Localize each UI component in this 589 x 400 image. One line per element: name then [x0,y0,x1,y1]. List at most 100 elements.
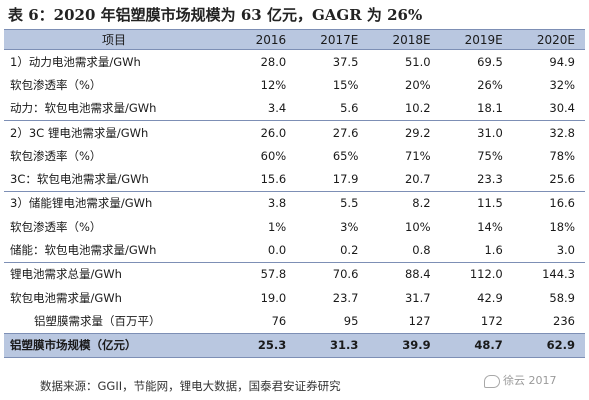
table-row: 铝塑膜需求量（百万平） 76 95 127 172 236 [4,309,585,333]
cell: 11.5 [440,190,513,216]
cell: 20.7 [404,172,431,187]
header-2018e: 2018E [368,29,441,50]
cell: 3% [340,219,359,234]
header-2020e: 2020E [512,29,585,50]
cell: 17.9 [332,172,359,187]
row-label: 软包渗透率（%） [10,148,102,163]
table-row: 软包电池需求量/GWh 19.0 23.7 31.7 42.9 58.9 [4,286,585,309]
table-row: 软包渗透率（%） 60% 65% 71% 75% 78% [4,144,585,167]
cell: 16.6 [512,190,585,216]
row-label: 软包渗透率（%） [10,219,102,234]
cell: 31.7 [404,290,431,305]
cell: 112.0 [440,261,513,286]
cell: 30.4 [549,101,575,116]
cell: 32% [549,77,575,92]
row-label: 锂电池需求总量/GWh [4,261,225,286]
cell: 20% [405,77,431,92]
cell: 28.0 [260,54,287,69]
cell: 18% [549,219,575,234]
cell: 37.5 [332,54,359,69]
cell: 57.8 [224,261,297,286]
cell: 26.0 [224,119,297,145]
table-row: 3）储能锂电池需求量/GWh 3.8 5.5 8.2 11.5 16.6 [4,190,585,216]
cell: 42.9 [477,290,503,305]
table-row: 3C：软包电池需求量/GWh 15.6 17.9 20.7 23.3 25.6 [4,167,585,191]
cell: 26% [477,77,503,92]
row-label: 动力：软包电池需求量/GWh [10,101,157,116]
cell: 32.8 [512,119,585,145]
table-title: 表 6：2020 年铝塑膜市场规模为 63 亿元，GAGR 为 26% [8,6,423,24]
watermark-text: 徐云 2017 [503,374,557,387]
cell: 60% [260,148,287,163]
cell: 29.2 [368,119,441,145]
cell: 8.2 [368,190,441,216]
cell: 65% [332,148,359,163]
cell: 1.6 [484,243,503,258]
wechat-icon [484,374,500,388]
cell: 69.5 [477,54,503,69]
cell: 12% [260,77,287,92]
cell: 23.3 [477,172,503,187]
cell: 3.0 [556,243,575,258]
cell: 70.6 [296,261,369,286]
cell: 127 [408,313,431,328]
cell: 1% [267,219,287,234]
header-row: 项目 2016 2017E 2018E 2019E 2020E [4,29,585,50]
header-2016: 2016 [224,29,297,50]
table-row: 1）动力电池需求量/GWh 28.0 37.5 51.0 69.5 94.9 [4,50,585,74]
header-item: 项目 [4,29,225,50]
total-cell: 31.3 [296,332,369,358]
table-row: 储能：软包电池需求量/GWh 0.0 0.2 0.8 1.6 3.0 [4,238,585,262]
header-2019e: 2019E [440,29,513,50]
row-label: 1）动力电池需求量/GWh [10,54,141,69]
cell: 5.5 [296,190,369,216]
cell: 58.9 [549,290,575,305]
cell: 95 [343,313,359,328]
row-label: 3C：软包电池需求量/GWh [10,172,149,187]
row-label: 3）储能锂电池需求量/GWh [4,190,225,216]
row-label: 储能：软包电池需求量/GWh [10,243,157,258]
table-row: 动力：软包电池需求量/GWh 3.4 5.6 10.2 18.1 30.4 [4,97,585,121]
cell: 3.8 [224,190,297,216]
cell: 144.3 [512,261,585,286]
total-label: 铝塑膜市场规模（亿元） [4,332,225,358]
cell: 0.2 [340,243,359,258]
cell: 75% [477,148,503,163]
total-cell: 48.7 [440,332,513,358]
cell: 5.6 [340,101,359,116]
cell: 88.4 [368,261,441,286]
cell: 25.6 [549,172,575,187]
cell: 94.9 [549,54,575,69]
row-label: 软包电池需求量/GWh [10,290,122,305]
cell: 10% [405,219,431,234]
cell: 27.6 [296,119,369,145]
cell: 0.0 [267,243,287,258]
cell: 3.4 [267,101,287,116]
market-table: 项目 2016 2017E 2018E 2019E 2020E 1）动力电池需求… [4,29,585,358]
cell: 172 [480,313,503,328]
total-cell: 62.9 [512,332,585,358]
row-label: 软包渗透率（%） [10,77,102,92]
cell: 18.1 [477,101,503,116]
cell: 15% [332,77,359,92]
row-label: 2）3C 锂电池需求量/GWh [4,119,225,145]
table-row: 软包渗透率（%） 1% 3% 10% 14% 18% [4,215,585,238]
source-note: 数据来源：GGII，节能网，锂电大数据，国泰君安证券研究 [40,379,341,393]
cell: 10.2 [404,101,431,116]
cell: 78% [549,148,575,163]
cell: 14% [477,219,503,234]
total-row: 铝塑膜市场规模（亿元） 25.3 31.3 39.9 48.7 62.9 [4,332,585,358]
total-cell: 25.3 [224,332,297,358]
total-cell: 39.9 [368,332,441,358]
cell: 31.0 [440,119,513,145]
cell: 236 [553,313,575,328]
cell: 71% [405,148,431,163]
row-label: 铝塑膜需求量（百万平） [34,313,161,328]
watermark: 徐云 2017 [484,372,557,388]
table-row: 锂电池需求总量/GWh 57.8 70.6 88.4 112.0 144.3 [4,261,585,286]
cell: 76 [271,313,287,328]
cell: 23.7 [332,290,359,305]
cell: 0.8 [412,243,431,258]
cell: 15.6 [260,172,287,187]
cell: 51.0 [404,54,431,69]
